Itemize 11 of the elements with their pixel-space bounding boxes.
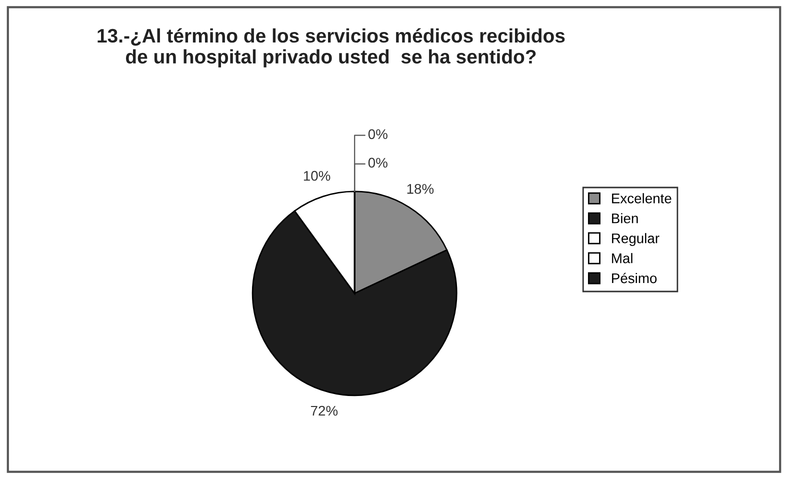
legend-label: Mal xyxy=(612,253,632,264)
chart-title: 13.-¿Al término de los servicios médicos recibidos de un hospital privado usted se ha sentido? xyxy=(98,28,565,68)
legend-label: Pésimo xyxy=(612,272,657,284)
data-label: 72% xyxy=(310,406,338,416)
text: 0% xyxy=(368,158,388,168)
data-label: 18% xyxy=(407,184,434,194)
data-label: 10% xyxy=(304,170,330,181)
text: 0% xyxy=(368,129,388,140)
legend-label: Bien xyxy=(612,213,638,224)
legend-label: Regular xyxy=(612,233,660,246)
legend-label: Excelente xyxy=(612,193,672,204)
